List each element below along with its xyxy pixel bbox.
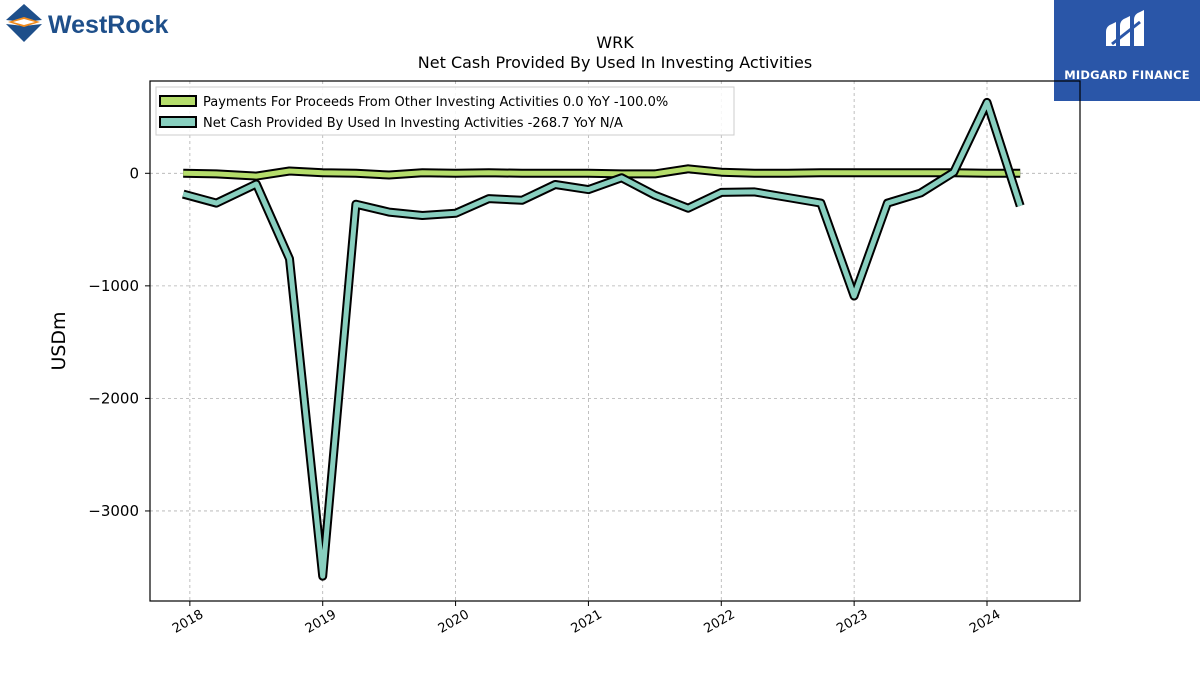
x-tick-label: 2020 — [436, 607, 472, 637]
chart-title: WRK — [596, 33, 634, 52]
legend-swatch — [159, 116, 197, 128]
y-tick-label: −2000 — [88, 389, 139, 407]
grid — [150, 81, 1080, 601]
midgard-mark-icon — [1106, 10, 1144, 46]
legend-swatch — [159, 95, 197, 107]
chart-subtitle: Net Cash Provided By Used In Investing A… — [418, 53, 812, 72]
y-tick-label: −1000 — [88, 277, 139, 295]
midgard-finance-logo: MIDGARD FINANCE — [1054, 0, 1200, 101]
x-tick-label: 2019 — [303, 607, 339, 637]
x-tick-label: 2022 — [701, 607, 737, 637]
plot-frame — [149, 80, 1081, 602]
midgard-logo-text: MIDGARD FINANCE — [1064, 68, 1190, 82]
legend-label: Payments For Proceeds From Other Investi… — [203, 95, 668, 110]
x-tick-label: 2018 — [170, 607, 206, 637]
legend: Payments For Proceeds From Other Investi… — [155, 86, 735, 136]
y-tick-label: −3000 — [88, 502, 139, 520]
legend-label: Net Cash Provided By Used In Investing A… — [203, 116, 623, 131]
x-tick-label: 2024 — [967, 607, 1003, 637]
westrock-logo-text: WestRock — [48, 11, 169, 39]
westrock-logo: WestRock — [4, 2, 194, 46]
series-line-2 — [182, 97, 1025, 581]
y-axis: 0 −1000 −2000 −3000 — [88, 164, 150, 520]
y-axis-label: USDm — [48, 311, 70, 370]
x-axis: 2018 2019 2020 2021 2022 2023 2024 — [170, 601, 1003, 637]
series-layer — [182, 97, 1025, 581]
legend-box — [155, 86, 735, 136]
x-tick-label: 2023 — [834, 607, 870, 637]
x-tick-label: 2021 — [569, 607, 605, 637]
y-tick-label: 0 — [129, 164, 139, 182]
westrock-diamond-icon: WestRock — [6, 4, 169, 42]
series-line-1 — [183, 164, 1021, 181]
